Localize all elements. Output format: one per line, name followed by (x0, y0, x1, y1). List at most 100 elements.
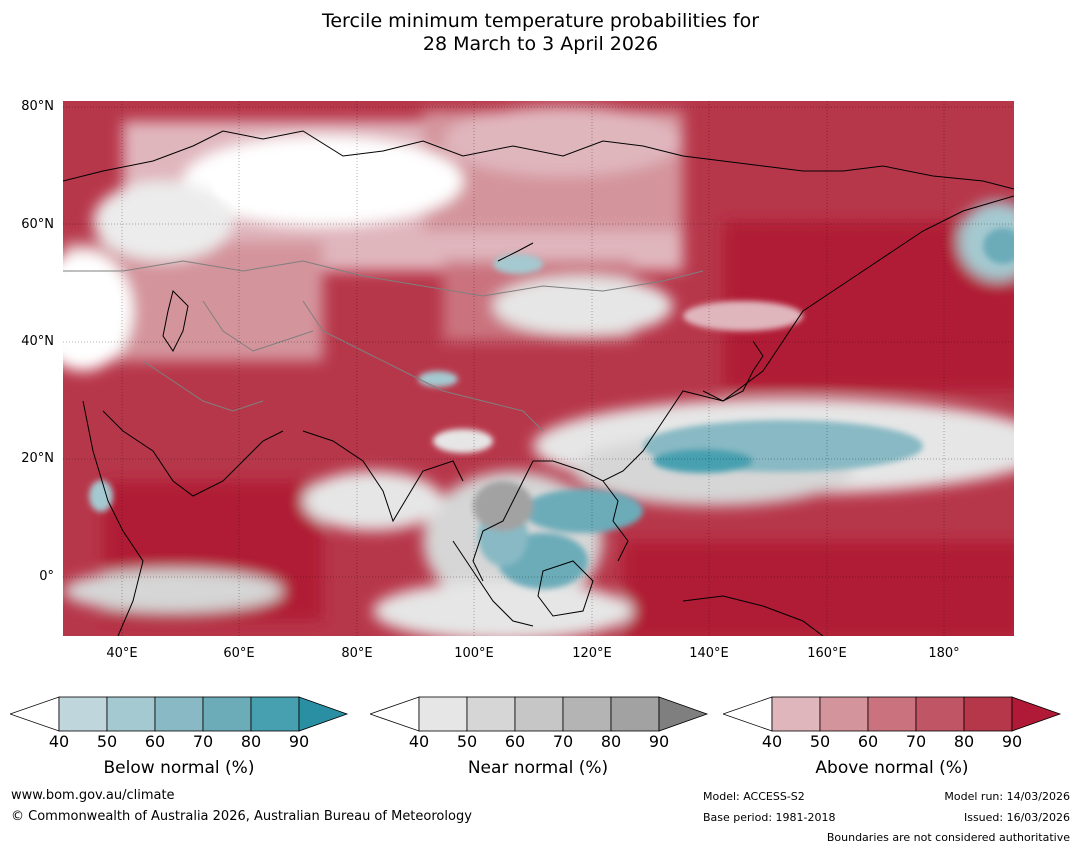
above-tick-50: 50 (809, 732, 831, 751)
above-tick-60: 60 (857, 732, 879, 751)
above-tick-70: 70 (905, 732, 927, 751)
coast-caspian (162, 290, 189, 352)
near-tick-70: 70 (552, 732, 574, 751)
near-normal-label: Near normal (%) (467, 758, 609, 778)
lat-label-20n: 20°N (21, 451, 54, 466)
below-swatch-1 (58, 696, 108, 732)
near-swatch-3 (514, 696, 564, 732)
border-china-west (302, 300, 544, 432)
lat-label-0: 0° (39, 569, 54, 584)
near-tick-60: 60 (504, 732, 526, 751)
colorbar-near (370, 696, 709, 732)
region-white-patch-3 (433, 429, 493, 453)
near-extend-high (658, 696, 709, 732)
lon-label-140e: 140°E (689, 646, 729, 661)
title-line-2: 28 March to 3 April 2026 (422, 33, 659, 55)
below-swatch-2 (106, 696, 156, 732)
lon-label-40e: 40°E (106, 646, 138, 661)
near-tick-90: 90 (648, 732, 670, 751)
base-period: Base period: 1981-2018 (703, 811, 836, 824)
below-extend-high (298, 696, 349, 732)
above-tick-40: 40 (761, 732, 783, 751)
coastlines (63, 130, 1014, 636)
below-tick-90: 90 (288, 732, 310, 751)
below-swatch-3 (154, 696, 204, 732)
below-swatch-5 (250, 696, 300, 732)
above-tick-80: 80 (953, 732, 975, 751)
coast-arabia (102, 410, 284, 497)
above-swatch-5 (963, 696, 1013, 732)
colorbar-below (10, 696, 349, 732)
model-run: Model run: 14/03/2026 (944, 790, 1070, 803)
coast-baikal (497, 242, 534, 262)
near-swatch-2 (466, 696, 516, 732)
lon-label-180: 180° (928, 646, 960, 661)
lat-label-80n: 80°N (21, 99, 54, 114)
lon-label-80e: 80°E (341, 646, 373, 661)
coast-sumatra (452, 540, 534, 627)
near-tick-80: 80 (600, 732, 622, 751)
below-tick-70: 70 (192, 732, 214, 751)
copyright: © Commonwealth of Australia 2026, Austra… (11, 809, 472, 824)
region-indonesia-grey (373, 581, 633, 636)
below-tick-80: 80 (240, 732, 262, 751)
below-tick-40: 40 (48, 732, 70, 751)
issued-date: Issued: 16/03/2026 (963, 811, 1070, 824)
region-indian-ocean (303, 471, 443, 531)
coast-newguinea (682, 595, 824, 636)
above-extend-low (723, 696, 773, 732)
above-extend-high (1011, 696, 1062, 732)
boundaries-disclaimer: Boundaries are not considered authoritat… (826, 831, 1070, 844)
near-extend-low (370, 696, 420, 732)
near-swatch-4 (562, 696, 612, 732)
region-ne-blue-core (983, 228, 1014, 264)
borders (63, 260, 704, 432)
below-normal-label: Below normal (%) (103, 758, 255, 778)
near-swatch-5 (610, 696, 660, 732)
region-pacific-blue-core (653, 449, 753, 473)
lon-label-60e: 60°E (223, 646, 255, 661)
near-tick-50: 50 (456, 732, 478, 751)
above-swatch-4 (915, 696, 965, 732)
below-tick-60: 60 (144, 732, 166, 751)
above-tick-90: 90 (1001, 732, 1023, 751)
above-normal-label: Above normal (%) (815, 758, 969, 778)
colorbar-above (723, 696, 1062, 732)
region-white-patch-1 (213, 164, 333, 208)
region-arctic-white-2 (93, 181, 233, 261)
coast-india (302, 430, 464, 523)
probability-map (63, 101, 1014, 636)
region-west-white (63, 251, 133, 371)
region-white-patch-2 (683, 301, 803, 331)
above-swatch-3 (867, 696, 917, 732)
above-swatch-1 (771, 696, 821, 732)
below-extend-low (10, 696, 60, 732)
border-central-asia (202, 300, 314, 352)
coast-arctic (63, 130, 1014, 190)
title-line-1: Tercile minimum temperature probabilitie… (321, 10, 760, 32)
region-east-siberia-light (443, 106, 683, 176)
above-swatch-2 (819, 696, 869, 732)
near-swatch-1 (418, 696, 468, 732)
coast-philippines (602, 480, 629, 562)
model-name: Model: ACCESS-S2 (703, 790, 805, 803)
below-tick-50: 50 (96, 732, 118, 751)
coast-africa (82, 400, 144, 636)
coast-borneo (537, 560, 594, 617)
region-africa-blue (89, 480, 113, 512)
region-pacific-south (623, 541, 1014, 636)
region-philippines-blue (523, 489, 643, 533)
lon-label-160e: 160°E (807, 646, 847, 661)
region-equator-grey (63, 569, 283, 613)
graticule (63, 101, 1014, 636)
lon-label-120e: 120°E (572, 646, 612, 661)
website-link[interactable]: www.bom.gov.au/climate (11, 788, 175, 803)
coast-japan (702, 340, 764, 402)
below-swatch-4 (202, 696, 252, 732)
coast-china (472, 460, 584, 582)
region-siberia-blue (493, 254, 543, 274)
chart-title: Tercile minimum temperature probabilitie… (0, 10, 1081, 56)
near-tick-40: 40 (408, 732, 430, 751)
lat-label-40n: 40°N (21, 334, 54, 349)
region-tibet-blue (418, 371, 458, 387)
